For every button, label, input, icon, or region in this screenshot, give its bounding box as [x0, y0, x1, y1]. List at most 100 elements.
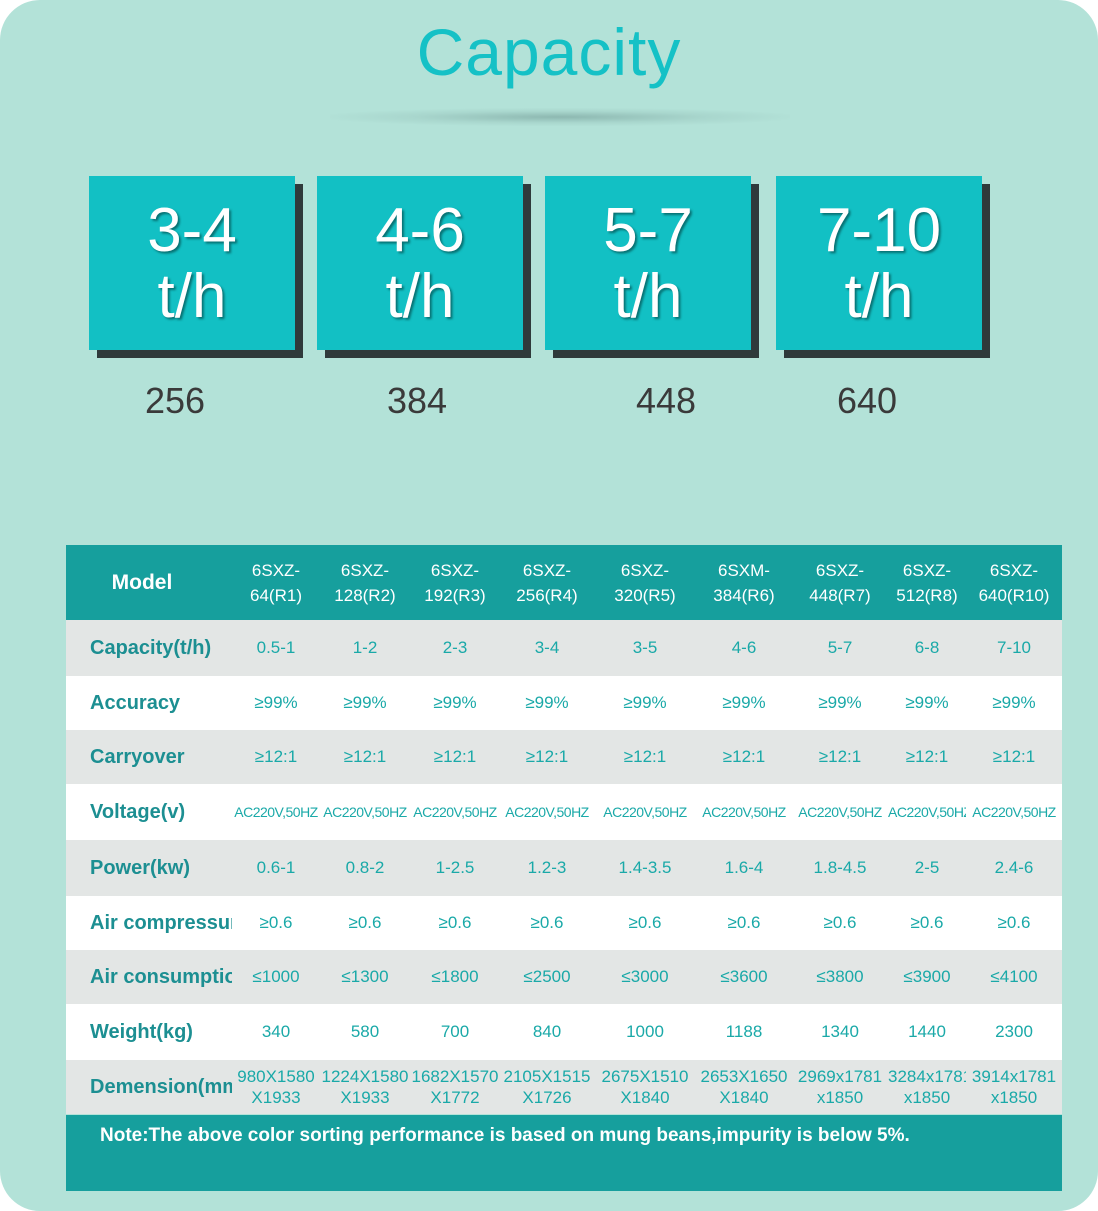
model-column-header: 6SXZ- 192(R3) — [410, 545, 500, 620]
row-label: Accuracy — [66, 676, 232, 730]
table-cell: ≤3000 — [594, 950, 696, 1004]
table-cell: ≥12:1 — [792, 730, 888, 784]
capacity-unit: t/h — [613, 262, 683, 331]
table-cell: ≥12:1 — [232, 730, 320, 784]
cell-line: x1850 — [990, 1088, 1038, 1107]
table-cell: 700 — [410, 1004, 500, 1060]
table-cell: 5-7 — [792, 620, 888, 676]
cell-line: 2105X1515 — [503, 1067, 591, 1086]
table-cell: 4-6 — [696, 620, 792, 676]
cell-line: 1224X1580 — [321, 1067, 409, 1086]
table-cell: ≥99% — [888, 676, 966, 730]
table-cell: ≥99% — [696, 676, 792, 730]
table-cell: 0.8-2 — [320, 840, 410, 896]
table-cell: ≥99% — [232, 676, 320, 730]
cell-line: 2653X1650 — [700, 1067, 788, 1086]
table-cell: ≥99% — [500, 676, 594, 730]
table-cell: ≤3900 — [888, 950, 966, 1004]
table-cell: ≥99% — [594, 676, 696, 730]
table-cell: 1188 — [696, 1004, 792, 1060]
row-label: Weight(kg) — [66, 1004, 232, 1060]
table-cell: ≤4100 — [966, 950, 1062, 1004]
row-label: Voltage(v) — [66, 784, 232, 840]
cell-line: 3914x1781 — [971, 1067, 1057, 1086]
table-cell: ≥99% — [792, 676, 888, 730]
spec-table: Model 6SXZ- 64(R1) 6SXZ- 128(R2) 6SXZ- 192(… — [66, 545, 1062, 1114]
table-cell: 580 — [320, 1004, 410, 1060]
cell-line: X1933 — [251, 1088, 301, 1107]
table-cell: AC220V,50HZ — [594, 784, 696, 840]
table-cell: 7-10 — [966, 620, 1062, 676]
table-row: Air consumption≤1000≤1300≤1800≤2500≤3000… — [66, 950, 1062, 1004]
cell-line: X1772 — [430, 1088, 480, 1107]
table-cell: ≥0.6 — [500, 896, 594, 950]
model-column-header: 6SXZ- 512(R8) — [888, 545, 966, 620]
table-cell: ≥0.6 — [888, 896, 966, 950]
capacity-range: 3-4 — [147, 196, 237, 265]
table-cell: ≤1800 — [410, 950, 500, 1004]
cell-line: X1840 — [620, 1088, 670, 1107]
table-cell: ≥0.6 — [594, 896, 696, 950]
row-label: Air compressure — [66, 896, 232, 950]
row-label: Carryover — [66, 730, 232, 784]
table-cell: 2-5 — [888, 840, 966, 896]
table-cell: ≥99% — [966, 676, 1062, 730]
table-cell: 340 — [232, 1004, 320, 1060]
table-cell: 2.4-6 — [966, 840, 1062, 896]
title-divider-shadow — [330, 108, 790, 126]
table-cell: ≥0.6 — [792, 896, 888, 950]
table-cell: 980X1580 X1933 — [232, 1060, 320, 1114]
table-row: Demension(mm) 980X1580 X1933 1224X1580 X1933… — [66, 1060, 1062, 1114]
table-row: Power(kw) 0.6-1 0.8-2 1-2.5 1.2-3 1.4-3.5 1.6-… — [66, 840, 1062, 896]
table-cell: ≤3800 — [792, 950, 888, 1004]
table-cell: 1.2-3 — [500, 840, 594, 896]
table-cell: ≤2500 — [500, 950, 594, 1004]
model-column-header: 6SXZ- 64(R1) — [232, 545, 320, 620]
cell-line: 2969x1781 — [797, 1067, 883, 1086]
table-cell: ≥0.6 — [320, 896, 410, 950]
table-cell: ≥0.6 — [232, 896, 320, 950]
model-column-header: 6SXZ- 128(R2) — [320, 545, 410, 620]
table-cell: ≥99% — [320, 676, 410, 730]
table-cell: ≥12:1 — [320, 730, 410, 784]
table-cell: 2300 — [966, 1004, 1062, 1060]
table-header-row: Model 6SXZ- 64(R1) 6SXZ- 128(R2) 6SXZ- 192(… — [66, 545, 1062, 620]
table-row: Weight(kg) 340 580 700 840 1000 1188 1340 1440 23… — [66, 1004, 1062, 1060]
table-row: Carryover ≥12:1 ≥12:1 ≥12:1 ≥12:1 ≥12:1 ≥12:1 ≥… — [66, 730, 1062, 784]
row-label: Air consumption — [66, 950, 232, 1004]
table-row: Accuracy ≥99% ≥99% ≥99% ≥99% ≥99% ≥99% ≥99% ≥99%… — [66, 676, 1062, 730]
cell-line: x1850 — [816, 1088, 864, 1107]
table-cell: ≥0.6 — [966, 896, 1062, 950]
table-cell: 1-2 — [320, 620, 410, 676]
table-cell: 1.6-4 — [696, 840, 792, 896]
table-cell: ≥12:1 — [500, 730, 594, 784]
cell-line: 3284x1781 — [888, 1067, 966, 1086]
table-cell: 2653X1650 X1840 — [696, 1060, 792, 1114]
channel-count-2: 384 — [386, 380, 448, 421]
table-cell: 1224X1580 X1933 — [320, 1060, 410, 1114]
row-label: Capacity(t/h) — [66, 620, 232, 676]
table-cell: AC220V,50HZ — [966, 784, 1062, 840]
table-cell: 2-3 — [410, 620, 500, 676]
cell-line: x1850 — [903, 1088, 951, 1107]
table-cell: 2675X1510 X1840 — [594, 1060, 696, 1114]
note-banner: Note:The above color sorting performance… — [66, 1115, 1062, 1191]
capacity-card-2: 4-6 t/h — [317, 176, 531, 358]
table-cell: 1-2.5 — [410, 840, 500, 896]
model-column-header: 6SXZ- 448(R7) — [792, 545, 888, 620]
model-column-header: 6SXZ- 256(R4) — [500, 545, 594, 620]
row-label: Demension(mm) — [66, 1060, 232, 1114]
model-column-header: 6SXZ- 320(R5) — [594, 545, 696, 620]
table-cell: AC220V,50HZ — [500, 784, 594, 840]
table-cell: ≥0.6 — [696, 896, 792, 950]
model-column-header: 6SXZ- 640(R10) — [966, 545, 1062, 620]
table-row: Capacity(t/h) 0.5-1 1-2 2-3 3-4 3-5 4-6 5-7 6-8 7… — [66, 620, 1062, 676]
table-cell: 1340 — [792, 1004, 888, 1060]
channel-count-3: 448 — [635, 380, 697, 421]
table-cell: 2969x1781 x1850 — [792, 1060, 888, 1114]
table-cell: ≥0.6 — [410, 896, 500, 950]
table-cell: 2105X1515 X1726 — [500, 1060, 594, 1114]
capacity-card-1: 3-4 t/h — [89, 176, 303, 358]
table-row: Air compressure≥0.6≥0.6≥0.6≥0.6≥0.6≥0.6≥… — [66, 896, 1062, 950]
capacity-unit: t/h — [844, 262, 914, 331]
